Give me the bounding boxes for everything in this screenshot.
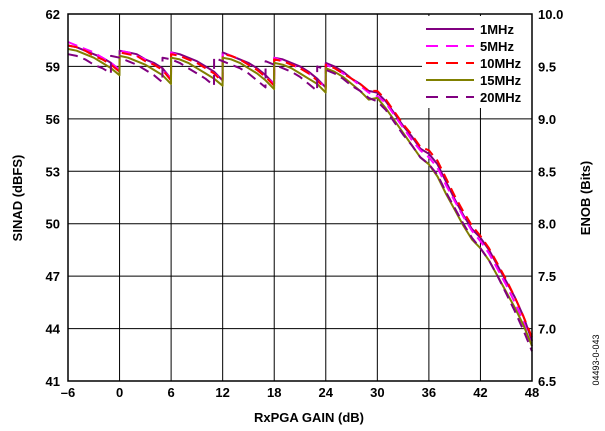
y-tick-label: 44 — [46, 322, 61, 337]
x-tick-label: 36 — [422, 385, 436, 400]
y2-tick-label: 9.5 — [538, 59, 556, 74]
y2-tick-labels: 6.5 7.0 7.5 8.0 8.5 9.0 9.5 10.0 — [538, 7, 563, 389]
x-tick-labels: –6 0 6 12 18 24 30 36 42 48 — [61, 385, 539, 400]
series-line-5mhz — [67, 41, 533, 347]
y2-axis-label: ENOB (Bits) — [578, 161, 593, 235]
x-tick-label: 12 — [215, 385, 229, 400]
legend-box — [422, 16, 532, 108]
y-tick-label: 53 — [46, 164, 60, 179]
series-lines — [67, 41, 533, 352]
y2-tick-label: 8.5 — [538, 164, 556, 179]
y2-tick-label: 7.5 — [538, 269, 556, 284]
legend-label-20mhz: 20MHz — [480, 90, 522, 105]
x-tick-label: 48 — [525, 385, 539, 400]
legend-label-5mhz: 5MHz — [480, 39, 514, 54]
y2-tick-label: 9.0 — [538, 112, 556, 127]
y-tick-label: 47 — [46, 269, 60, 284]
y-tick-label: 59 — [46, 59, 60, 74]
legend: 1MHz 5MHz 10MHz 15MHz 20MHz — [422, 16, 532, 108]
y-tick-label: 41 — [46, 374, 60, 389]
x-tick-label: 0 — [116, 385, 123, 400]
x-tick-label: 24 — [319, 385, 334, 400]
series-line-10mhz — [67, 44, 533, 338]
legend-label-15mhz: 15MHz — [480, 73, 522, 88]
y-axis-label: SINAD (dBFS) — [10, 155, 25, 242]
series-line-20mhz — [67, 53, 533, 352]
x-tick-label: 30 — [370, 385, 384, 400]
y2-tick-label: 7.0 — [538, 322, 556, 337]
x-tick-label: –6 — [61, 385, 75, 400]
y-tick-labels: 41 44 47 50 53 56 59 62 — [46, 7, 61, 389]
y2-tick-label: 10.0 — [538, 7, 563, 22]
y-tick-label: 62 — [46, 7, 60, 22]
x-axis-label: RxPGA GAIN (dB) — [254, 410, 364, 425]
legend-label-1mhz: 1MHz — [480, 22, 514, 37]
plot-frame — [67, 13, 533, 382]
y-tick-label: 56 — [46, 112, 60, 127]
x-tick-label: 18 — [267, 385, 281, 400]
x-tick-label: 42 — [473, 385, 487, 400]
figure-id: 04493-0-043 — [591, 334, 601, 385]
legend-label-10mhz: 10MHz — [480, 56, 522, 71]
x-tick-label: 6 — [167, 385, 174, 400]
y-tick-label: 50 — [46, 217, 60, 232]
y2-tick-label: 8.0 — [538, 217, 556, 232]
y2-tick-label: 6.5 — [538, 374, 556, 389]
